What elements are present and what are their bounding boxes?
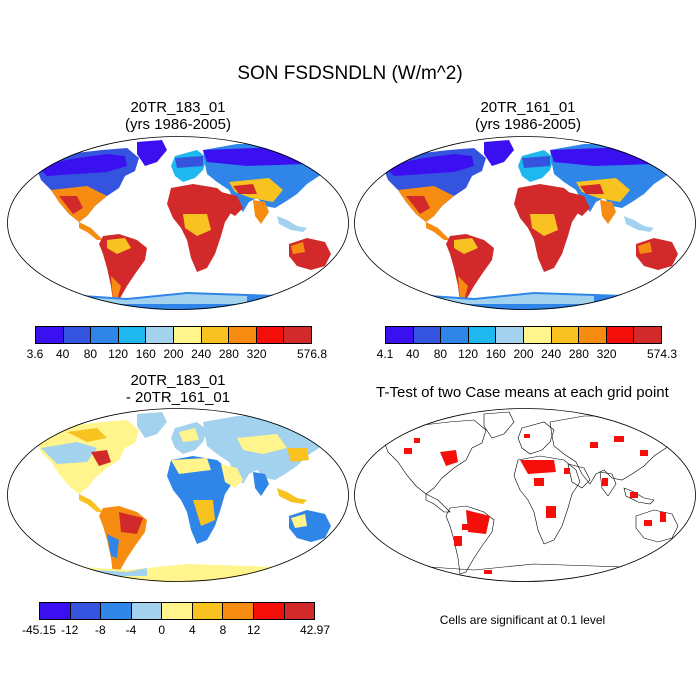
colorbar-swatch: [162, 603, 193, 619]
colorbar-swatch: [229, 327, 257, 343]
map-case1: [7, 136, 349, 310]
panel-title-case2-line1: 20TR_161_01: [480, 99, 576, 116]
colorbar-swatch: [634, 327, 661, 343]
colorbar-label: -12: [60, 623, 79, 637]
colorbar-swatch: [386, 327, 414, 343]
colorbar-label: 4: [188, 623, 196, 637]
colorbar-diff-labels: -45.15 -12 -8 -4 0 4 8 12 42.97: [22, 623, 330, 637]
colorbar-swatch: [523, 327, 552, 343]
colorbar-label: -8: [94, 623, 106, 637]
colorbar-swatch: [63, 327, 92, 343]
colorbar-label: 80: [83, 347, 98, 361]
colorbar-swatch: [192, 603, 224, 619]
colorbar-label: 200: [513, 347, 534, 361]
colorbar-label: 240: [191, 347, 212, 361]
colorbar-label: 120: [108, 347, 129, 361]
colorbar-swatch: [284, 327, 311, 343]
colorbar-label: 40: [406, 347, 420, 361]
panel-title-case1-line2: (yrs 1986-2005): [125, 116, 231, 133]
colorbar-case2: [385, 326, 662, 344]
panel-title-ttest: T-Test of two Case means at each grid po…: [376, 384, 669, 401]
colorbar-swatch: [441, 327, 469, 343]
panel-title-diff-line2: - 20TR_161_01: [125, 389, 231, 406]
panel-title-case1: 20TR_183_01 (yrs 1986-2005): [28, 99, 328, 133]
colorbar-label: 574.3: [646, 347, 678, 361]
colorbar-label: 320: [596, 347, 617, 361]
colorbar-swatch: [256, 327, 285, 343]
colorbar-label: 4.1: [376, 347, 394, 361]
colorbar-label: 160: [135, 347, 156, 361]
colorbar-label: 40: [56, 347, 70, 361]
colorbar-label: -45.15: [21, 623, 57, 637]
colorbar-swatch: [118, 327, 147, 343]
colorbar-label: 280: [218, 347, 239, 361]
panel-title-diff: 20TR_183_01 - 20TR_161_01: [28, 372, 328, 406]
colorbar-label: 200: [163, 347, 184, 361]
main-title: SON FSDSNDLN (W/m^2): [237, 63, 463, 84]
colorbar-swatch: [223, 603, 254, 619]
colorbar-swatch: [551, 327, 580, 343]
panel-title-case2: 20TR_161_01 (yrs 1986-2005): [378, 99, 678, 133]
colorbar-label: -4: [125, 623, 137, 637]
significance-note: Cells are significant at 0.1 level: [439, 613, 606, 627]
colorbar-label: 280: [568, 347, 589, 361]
colorbar-diff: [39, 602, 315, 620]
colorbar-case2-labels: 4.1 40 80 120 160 200 240 280 320 574.3: [377, 347, 677, 361]
colorbar-label: 80: [433, 347, 448, 361]
colorbar-swatch: [131, 603, 163, 619]
colorbar-label: 12: [246, 623, 261, 637]
colorbar-case1-labels: 3.6 40 80 120 160 200 240 280 320 576.8: [27, 347, 327, 361]
colorbar-swatch: [468, 327, 497, 343]
colorbar-swatch: [606, 327, 635, 343]
colorbar-label: 120: [458, 347, 479, 361]
colorbar-swatch: [496, 327, 524, 343]
colorbar-swatch: [253, 603, 285, 619]
colorbar-label: 576.8: [296, 347, 328, 361]
colorbar-swatch: [91, 327, 119, 343]
colorbar-swatch: [284, 603, 315, 619]
colorbar-swatch: [579, 327, 607, 343]
map-case2: [354, 136, 696, 310]
map-diff: [7, 408, 349, 582]
colorbar-swatch: [70, 603, 102, 619]
colorbar-label: 240: [541, 347, 562, 361]
colorbar-label: 3.6: [26, 347, 44, 361]
colorbar-swatch: [173, 327, 202, 343]
colorbar-swatch: [36, 327, 64, 343]
colorbar-label: 42.97: [299, 623, 331, 637]
colorbar-label: 160: [485, 347, 506, 361]
colorbar-swatch: [101, 603, 132, 619]
colorbar-swatch: [40, 603, 71, 619]
colorbar-label: 0: [158, 623, 165, 637]
map-ttest: [354, 408, 696, 582]
colorbar-label: 8: [219, 623, 227, 637]
panel-title-diff-line1: 20TR_183_01: [130, 372, 226, 389]
colorbar-label: 320: [246, 347, 267, 361]
panel-title-case1-line1: 20TR_183_01: [130, 99, 226, 116]
colorbar-case1: [35, 326, 312, 344]
colorbar-swatch: [201, 327, 230, 343]
panel-title-case2-line2: (yrs 1986-2005): [475, 116, 581, 133]
colorbar-swatch: [146, 327, 174, 343]
colorbar-swatch: [413, 327, 442, 343]
